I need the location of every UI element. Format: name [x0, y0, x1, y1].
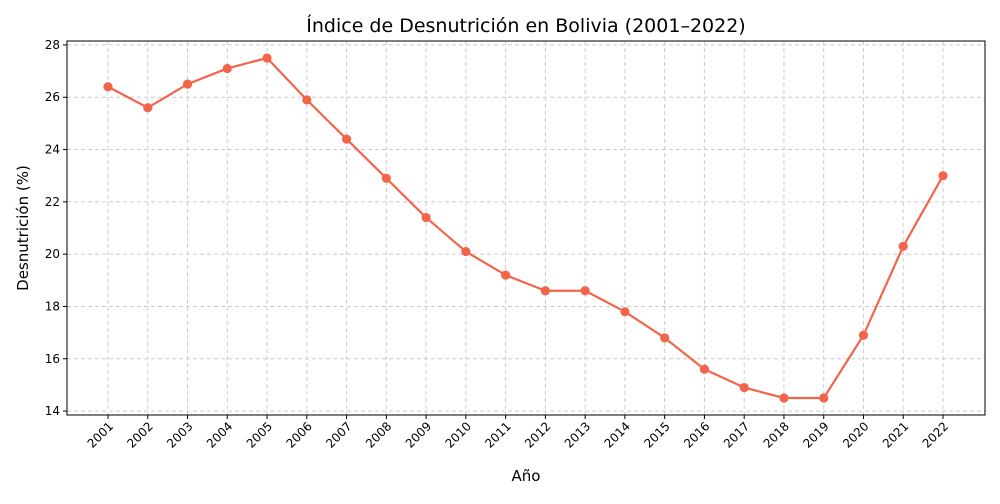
x-tick-label: 2018 [761, 419, 792, 450]
data-point [580, 286, 590, 296]
series-line [107, 56, 944, 400]
x-tick-label: 2017 [721, 419, 752, 450]
data-point [858, 330, 869, 340]
x-tick-label: 2022 [920, 419, 951, 450]
x-tick-label: 2004 [204, 419, 235, 450]
data-point [819, 393, 829, 403]
x-tick-label: 2002 [124, 419, 155, 450]
x-axis: 2001 2002 2003 2004 2005 2006 2007 2008 2009 2010… [85, 415, 951, 451]
y-tick-label: 28 [45, 38, 60, 52]
data-point [898, 241, 908, 251]
data-point [262, 53, 272, 63]
x-tick-label: 2014 [602, 419, 633, 450]
data-point [938, 171, 948, 181]
x-tick-label: 2016 [681, 419, 712, 450]
grid [67, 41, 985, 415]
x-tick-label: 2009 [403, 419, 434, 450]
x-tick-label: 2008 [363, 419, 394, 450]
y-tick-label: 20 [45, 247, 60, 261]
data-point [739, 382, 749, 393]
data-point [501, 270, 511, 280]
data-point [461, 246, 471, 257]
y-tick-label: 16 [45, 352, 60, 366]
y-tick-label: 22 [45, 195, 60, 209]
y-tick-label: 14 [45, 404, 60, 418]
x-tick-label: 2021 [880, 419, 911, 450]
x-tick-label: 2001 [85, 419, 116, 450]
x-tick-label: 2006 [283, 419, 314, 450]
x-tick-label: 2007 [323, 419, 354, 450]
data-point [540, 286, 550, 296]
data-point [699, 364, 710, 374]
data-point [341, 134, 352, 144]
x-tick-label: 2003 [164, 419, 195, 450]
x-tick-label: 2010 [442, 419, 473, 450]
data-point [381, 173, 391, 183]
x-tick-label: 2019 [800, 419, 831, 450]
x-tick-label: 2015 [641, 419, 672, 450]
y-axis: 14 16 18 20 22 24 26 28 [45, 38, 67, 418]
x-tick-label: 2012 [522, 419, 553, 450]
x-axis-label: Año [512, 467, 541, 485]
data-point [660, 333, 670, 343]
y-tick-label: 26 [45, 90, 60, 104]
data-point [620, 307, 630, 317]
data-point [421, 212, 431, 223]
x-tick-label: 2011 [482, 419, 513, 450]
data-point [103, 82, 113, 92]
y-axis-label: Desnutrición (%) [14, 165, 32, 291]
data-point [222, 63, 232, 74]
data-point [143, 103, 153, 113]
y-tick-label: 24 [45, 143, 60, 157]
plot-frame [66, 40, 986, 416]
data-point [182, 79, 193, 89]
y-tick-label: 18 [45, 299, 60, 313]
chart-title: Índice de Desnutrición en Bolivia (2001–… [306, 14, 745, 37]
x-tick-label: 2013 [562, 419, 593, 450]
x-tick-label: 2005 [244, 419, 275, 450]
data-point [779, 393, 789, 403]
series-layer [103, 53, 948, 403]
data-point [302, 95, 312, 105]
x-tick-label: 2020 [840, 419, 871, 450]
